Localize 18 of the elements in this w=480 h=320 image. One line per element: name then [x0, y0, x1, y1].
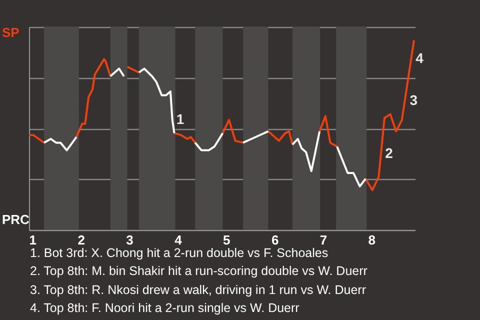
x-tick-label: 3 — [126, 232, 134, 248]
text: 4. Top 8th: F. Noori hit a 2-run single vs W. Duerr — [30, 300, 300, 317]
text: PRC — [2, 212, 30, 227]
annotation: 1 — [176, 110, 184, 127]
x-tick-label: 4 — [174, 232, 183, 248]
text: 1. Bot 3rd: X. Chong hit a 2-run double vs F. Schoales — [30, 245, 330, 262]
x-tick-label: 2 — [78, 232, 85, 248]
text: 3. Top 8th: R. Nkosi drew a walk, driving in 1 run vs W. Duerr — [30, 282, 368, 299]
x-tick-label: 5 — [223, 232, 230, 248]
x-tick-label: 1 — [29, 232, 37, 248]
text: 2. Top 8th: M. bin Shakir hit a run-scoring double vs W. Duerr — [30, 263, 368, 280]
annotation: 4 — [416, 50, 424, 66]
annotation: 3 — [410, 92, 418, 108]
annotation: 2 — [385, 145, 394, 162]
x-tick-label: 6 — [271, 232, 279, 248]
text: SP — [2, 25, 20, 40]
x-tick-label: 7 — [320, 232, 328, 248]
x-tick-label: 8 — [368, 232, 376, 248]
